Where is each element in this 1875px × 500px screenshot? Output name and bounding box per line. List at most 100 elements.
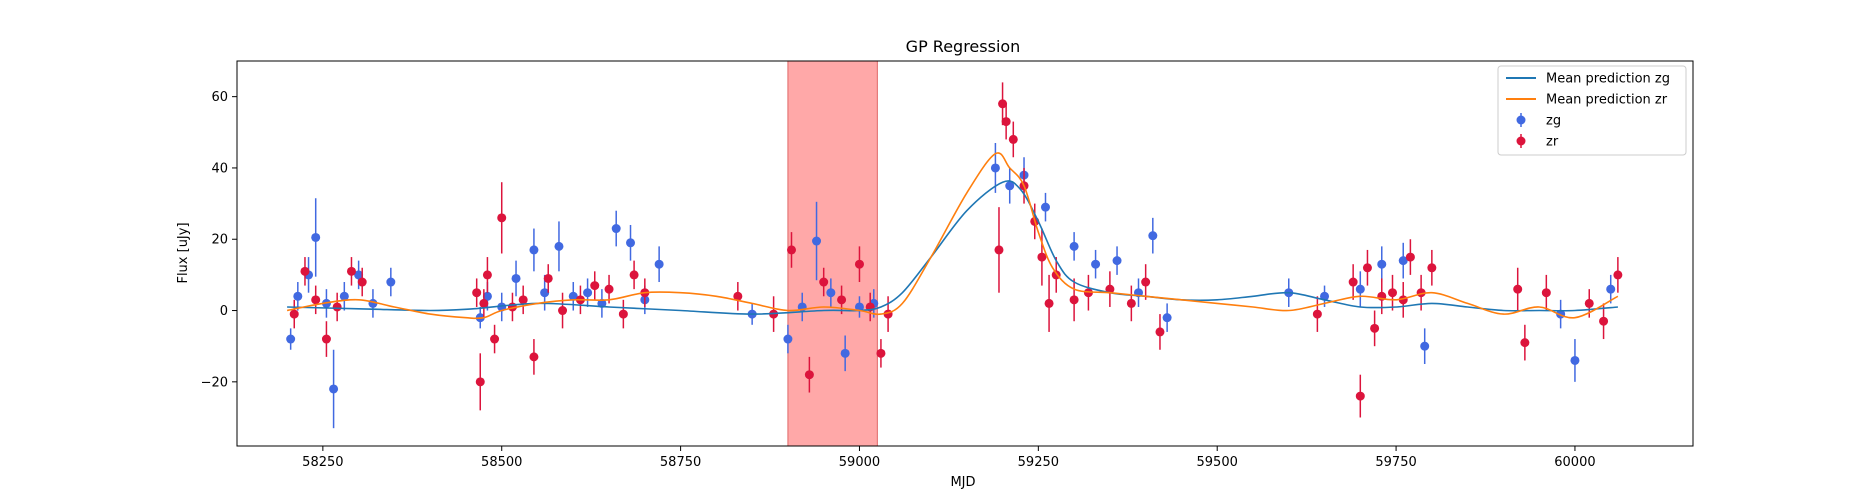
data-point-zr <box>590 281 600 291</box>
data-point-zg <box>511 273 521 283</box>
data-point-zr <box>1155 327 1165 337</box>
data-point-zr <box>490 334 500 344</box>
data-point-zr <box>1513 284 1523 294</box>
data-point-zg <box>554 241 564 251</box>
data-point-zr <box>311 295 321 305</box>
data-point-zg <box>783 334 793 344</box>
data-point-zr <box>472 288 482 298</box>
data-point-zg <box>286 334 296 344</box>
data-point-zg <box>654 259 664 269</box>
data-point-zr <box>543 273 553 283</box>
data-point-zr <box>1008 134 1018 144</box>
data-point-zr <box>1037 252 1047 262</box>
data-point-zr <box>1126 298 1136 308</box>
data-point-zr <box>479 298 489 308</box>
x-tick-label: 58250 <box>302 455 343 470</box>
data-point-zr <box>1370 323 1380 333</box>
data-point-zr <box>998 99 1008 109</box>
data-point-zg <box>1091 259 1101 269</box>
data-point-zr <box>733 291 743 301</box>
data-point-zr <box>786 245 796 255</box>
data-point-zr <box>1044 298 1054 308</box>
plot-frame <box>236 60 1694 447</box>
data-point-zr <box>1541 288 1551 298</box>
legend: Mean prediction zg Mean prediction zr zg zr <box>1497 65 1687 156</box>
data-point-zg <box>1398 256 1408 266</box>
data-point-zg <box>529 245 539 255</box>
data-point-zr <box>529 352 539 362</box>
data-point-zr <box>1387 288 1397 298</box>
data-point-zg <box>540 288 550 298</box>
x-tick-label: 60000 <box>1554 455 1595 470</box>
x-tick-label: 58750 <box>660 455 701 470</box>
legend-item: zg <box>1516 113 1561 129</box>
data-point-zg <box>293 291 303 301</box>
data-point-zg <box>1606 284 1616 294</box>
data-point-zr <box>357 277 367 287</box>
data-point-zg <box>812 236 822 246</box>
data-point-zg <box>826 288 836 298</box>
legend-item: zr <box>1516 134 1559 150</box>
data-point-zg <box>354 270 364 280</box>
data-point-zg <box>1112 256 1122 266</box>
data-point-zr <box>604 284 614 294</box>
data-point-zr <box>497 213 507 223</box>
data-point-zg <box>311 232 321 242</box>
plot-content <box>286 61 1623 446</box>
data-point-zg <box>1570 355 1580 365</box>
axes: 58250 58500 58750 59000 59250 59500 59750 60000… <box>201 60 1694 470</box>
data-point-zg <box>1069 241 1079 251</box>
legend-label: zg <box>1546 114 1561 129</box>
y-tick-label: −20 <box>201 375 228 390</box>
data-point-zr <box>321 334 331 344</box>
data-point-zr <box>1405 252 1415 262</box>
data-point-zr <box>1348 277 1358 287</box>
data-point-zr <box>1520 338 1530 348</box>
data-point-zr <box>300 266 310 276</box>
data-point-zr <box>482 270 492 280</box>
y-tick-label: 0 <box>220 304 228 319</box>
data-point-zr <box>629 270 639 280</box>
legend-item: Mean prediction zg <box>1506 72 1670 87</box>
data-point-zr <box>819 277 829 287</box>
data-point-zg <box>583 288 593 298</box>
data-point-zr <box>994 245 1004 255</box>
data-point-zg <box>1148 231 1158 241</box>
chart-title: GP Regression <box>906 37 1021 56</box>
data-point-zg <box>329 384 339 394</box>
data-point-zr <box>558 306 568 316</box>
data-point-zg <box>1005 181 1015 191</box>
y-tick-label: 20 <box>211 233 228 248</box>
data-point-zr <box>1355 391 1365 401</box>
data-point-zg <box>1355 284 1365 294</box>
data-point-zg <box>339 291 349 301</box>
data-point-zr <box>1312 309 1322 319</box>
data-point-zg <box>1162 313 1172 323</box>
data-point-zr <box>804 370 814 380</box>
x-tick-label: 59250 <box>1018 455 1059 470</box>
series-line-mean-prediction-zr <box>286 152 1619 320</box>
legend-label: zr <box>1546 135 1559 150</box>
data-point-zr <box>1584 298 1594 308</box>
data-point-zr <box>837 295 847 305</box>
data-point-zg <box>990 163 1000 173</box>
data-point-zr <box>1001 117 1011 127</box>
data-point-zg <box>1040 202 1050 212</box>
data-point-zg <box>611 224 621 234</box>
y-tick-label: 40 <box>211 161 228 176</box>
data-point-zr <box>1141 277 1151 287</box>
shaded-region <box>787 61 878 446</box>
data-point-zr <box>1362 263 1372 273</box>
data-point-zr <box>346 266 356 276</box>
data-point-zg <box>568 291 578 301</box>
data-point-zr <box>876 348 886 358</box>
data-point-zr <box>1599 316 1609 326</box>
x-tick-label: 59750 <box>1375 455 1416 470</box>
plot-area <box>286 61 1623 446</box>
legend-box <box>1497 65 1687 156</box>
y-axis-label: Flux [uJy] <box>176 222 191 283</box>
data-point-zg <box>482 291 492 301</box>
data-point-zr <box>1105 284 1115 294</box>
data-point-zr <box>1613 270 1623 280</box>
